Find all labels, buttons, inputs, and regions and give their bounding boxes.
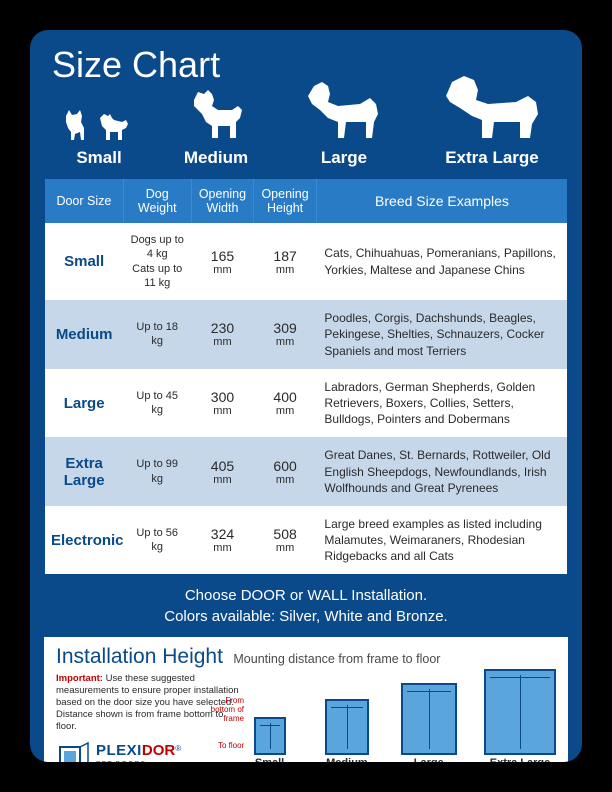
large-dog-icon bbox=[294, 76, 394, 146]
cell-width: 405mm bbox=[191, 437, 254, 506]
table-row: ElectronicUp to 56 kg324mm508mmLarge bre… bbox=[45, 506, 567, 575]
guide-to-floor: To floor bbox=[218, 741, 244, 750]
size-table-wrap: Door Size Dog Weight Opening Width Openi… bbox=[44, 178, 568, 575]
door-size-col: Extra Large30 - 35 cm bbox=[484, 669, 556, 762]
cell-size: Large bbox=[45, 369, 123, 438]
install-doors-row: From bottom of frame To floor Small5 - 1… bbox=[246, 673, 556, 762]
cell-weight: Up to 99 kg bbox=[123, 437, 191, 506]
door-size-col: Large20 - 25 cm bbox=[401, 683, 457, 762]
door-icon bbox=[325, 699, 369, 755]
cell-width: 300mm bbox=[191, 369, 254, 438]
cat-small-dog-icon bbox=[60, 102, 138, 146]
important-label: Important: bbox=[56, 673, 103, 684]
cell-weight: Up to 18 kg bbox=[123, 300, 191, 369]
table-row: Extra LargeUp to 99 kg405mm600mmGreat Da… bbox=[45, 437, 567, 506]
cell-breeds: Cats, Chihuahuas, Pomeranians, Papillons… bbox=[316, 223, 567, 300]
silhouette-label: Medium bbox=[184, 148, 248, 168]
th-opening-width: Opening Width bbox=[191, 179, 254, 223]
logo-reg: ® bbox=[175, 744, 181, 753]
door-label: Small bbox=[255, 757, 284, 762]
cell-breeds: Great Danes, St. Bernards, Rottweiler, O… bbox=[316, 437, 567, 506]
cell-height: 400mm bbox=[254, 369, 317, 438]
logo-text: PLEXIDOR® PET DOORS bbox=[96, 742, 181, 762]
cell-weight: Dogs up to 4 kgCats up to 11 kg bbox=[123, 223, 191, 300]
cell-size: Small bbox=[45, 223, 123, 300]
medium-dog-icon bbox=[176, 86, 256, 146]
cell-weight: Up to 45 kg bbox=[123, 369, 191, 438]
cell-weight: Up to 56 kg bbox=[123, 506, 191, 575]
cell-height: 600mm bbox=[254, 437, 317, 506]
table-row: MediumUp to 18 kg230mm309mmPoodles, Corg… bbox=[45, 300, 567, 369]
table-header-row: Door Size Dog Weight Opening Width Openi… bbox=[45, 179, 567, 223]
table-row: LargeUp to 45 kg300mm400mmLabradors, Ger… bbox=[45, 369, 567, 438]
install-title: Installation Height bbox=[56, 645, 223, 668]
th-dog-weight: Dog Weight bbox=[123, 179, 191, 223]
table-row: SmallDogs up to 4 kgCats up to 11 kg165m… bbox=[45, 223, 567, 300]
logo-icon bbox=[56, 741, 92, 762]
cell-height: 508mm bbox=[254, 506, 317, 575]
th-breed-examples: Breed Size Examples bbox=[316, 179, 567, 223]
xlarge-dog-icon bbox=[432, 68, 552, 146]
install-body: Important: Use these suggested measureme… bbox=[56, 673, 556, 762]
door-icon bbox=[254, 717, 286, 755]
logo-brand2: DOR bbox=[142, 742, 175, 759]
logo-brand1: PLEXI bbox=[96, 742, 142, 759]
door-label: Large bbox=[414, 757, 444, 762]
cell-breeds: Poodles, Corgis, Dachshunds, Beagles, Pe… bbox=[316, 300, 567, 369]
door-icon bbox=[401, 683, 457, 755]
installation-panel: Installation Height Mounting distance fr… bbox=[44, 637, 568, 762]
size-chart-card: Size Chart Small Medium bbox=[30, 30, 582, 762]
cell-width: 324mm bbox=[191, 506, 254, 575]
install-subtitle: Mounting distance from frame to floor bbox=[233, 652, 440, 666]
door-size-col: Small5 - 10 cm bbox=[246, 717, 293, 762]
cell-width: 230mm bbox=[191, 300, 254, 369]
header: Size Chart Small Medium bbox=[30, 30, 582, 178]
cell-size: Extra Large bbox=[45, 437, 123, 506]
silhouette-label: Small bbox=[76, 148, 121, 168]
th-door-size: Door Size bbox=[45, 179, 123, 223]
silhouette-label: Extra Large bbox=[445, 148, 539, 168]
mid-instructions: Choose DOOR or WALL Installation. Colors… bbox=[30, 575, 582, 637]
cell-breeds: Large breed examples as listed including… bbox=[316, 506, 567, 575]
silhouette-medium: Medium bbox=[176, 86, 256, 168]
cell-size: Electronic bbox=[45, 506, 123, 575]
th-opening-height: Opening Height bbox=[254, 179, 317, 223]
silhouette-xlarge: Extra Large bbox=[432, 68, 552, 168]
door-size-col: Medium10 - 15 cm bbox=[320, 699, 373, 762]
mid-line-1: Choose DOOR or WALL Installation. bbox=[30, 585, 582, 606]
cell-width: 165mm bbox=[191, 223, 254, 300]
door-label: Extra Large bbox=[490, 757, 551, 762]
guide-from-bottom: From bottom of frame bbox=[202, 697, 244, 723]
mid-line-2: Colors available: Silver, White and Bron… bbox=[30, 606, 582, 627]
cell-height: 187mm bbox=[254, 223, 317, 300]
door-icon bbox=[484, 669, 556, 755]
silhouette-label: Large bbox=[321, 148, 367, 168]
cell-height: 309mm bbox=[254, 300, 317, 369]
cell-size: Medium bbox=[45, 300, 123, 369]
size-table: Door Size Dog Weight Opening Width Openi… bbox=[45, 179, 567, 574]
silhouette-row: Small Medium Large Extra Large bbox=[52, 90, 560, 172]
silhouette-large: Large bbox=[294, 76, 394, 168]
cell-breeds: Labradors, German Shepherds, Golden Retr… bbox=[316, 369, 567, 438]
door-label: Medium bbox=[326, 757, 368, 762]
logo-sub: PET DOORS bbox=[96, 761, 181, 762]
silhouette-small: Small bbox=[60, 102, 138, 168]
